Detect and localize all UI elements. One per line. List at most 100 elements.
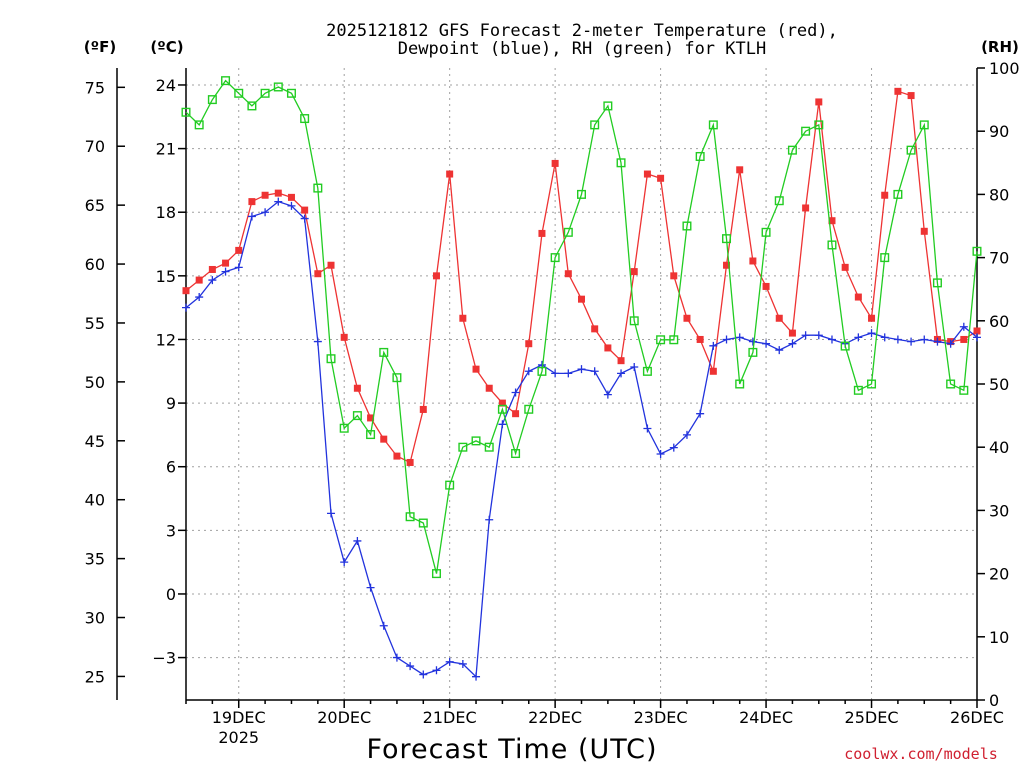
- temperature-point: [248, 198, 256, 206]
- data-series: [181, 76, 982, 681]
- temperature-line: [185, 90, 978, 464]
- rh-point: [695, 151, 705, 161]
- gridlines: [186, 68, 978, 700]
- temperature-point: [670, 272, 678, 280]
- x-tick-label: 21DEC: [423, 708, 477, 727]
- fahrenheit-tick-label: 75: [85, 78, 105, 97]
- temperature-point: [907, 92, 915, 100]
- rh-point: [840, 341, 850, 351]
- fahrenheit-tick-label: 40: [85, 491, 105, 510]
- temperature-point: [367, 414, 375, 422]
- dewpoint-point: [208, 276, 217, 285]
- fahrenheit-tick-label: 60: [85, 255, 105, 274]
- rh-point: [906, 145, 916, 155]
- dewpoint-point: [920, 335, 929, 344]
- dewpoint-point: [221, 267, 230, 276]
- rh-point: [748, 347, 758, 357]
- fahrenheit-unit-label: (ºF): [84, 38, 116, 56]
- rh-point: [867, 379, 877, 389]
- fahrenheit-tick-label: 65: [85, 196, 105, 215]
- dewpoint-point: [498, 420, 507, 429]
- dewpoint-point: [801, 331, 810, 340]
- rh-point: [563, 227, 573, 237]
- rh-point: [300, 114, 310, 124]
- dewpoint-point: [617, 369, 626, 378]
- temperature-point: [485, 384, 493, 392]
- temperature-point: [564, 270, 572, 278]
- dewpoint-point: [682, 430, 691, 439]
- temperature-point: [604, 344, 612, 352]
- rh-point: [787, 145, 797, 155]
- rh-point: [339, 423, 349, 433]
- temperature-point: [419, 405, 427, 413]
- rh-point: [405, 512, 415, 522]
- temperature-point: [551, 159, 559, 167]
- dewpoint-point: [577, 365, 586, 374]
- temperature-point: [512, 410, 520, 418]
- temperature-point: [301, 206, 309, 214]
- rh-point: [366, 430, 376, 440]
- rh-point: [629, 316, 639, 326]
- dewpoint-point: [392, 653, 401, 662]
- dewpoint-point: [445, 657, 454, 666]
- dewpoint-point: [893, 335, 902, 344]
- rh-point: [207, 95, 217, 105]
- dewpoint-point: [590, 367, 599, 376]
- rh-point: [260, 88, 270, 98]
- rh-point: [273, 82, 283, 92]
- dewpoint-point: [748, 337, 757, 346]
- dewpoint-point: [353, 536, 362, 545]
- temperature-point: [591, 325, 599, 333]
- temperature-point: [261, 191, 269, 199]
- x-tick-label: 24DEC: [739, 708, 793, 727]
- rh-point: [932, 278, 942, 288]
- rh-point: [418, 518, 428, 528]
- fahrenheit-tick-label: 35: [85, 550, 105, 569]
- temperature-point: [446, 170, 454, 178]
- dewpoint-point: [669, 443, 678, 452]
- dewpoint-point: [485, 515, 494, 524]
- x-tick-year-label: 2025: [218, 728, 259, 747]
- rh-point: [946, 379, 956, 389]
- dewpoint-point: [234, 263, 243, 272]
- dewpoint-point: [722, 335, 731, 344]
- temperature-point: [749, 257, 757, 265]
- dewpoint-point: [419, 670, 428, 679]
- fahrenheit-tick-label: 70: [85, 137, 105, 156]
- rh-point: [669, 335, 679, 345]
- temperature-point: [182, 287, 190, 295]
- x-tick-label: 26DEC: [950, 708, 1004, 727]
- celsius-unit-label: (ºC): [150, 38, 183, 56]
- rh-point: [603, 101, 613, 111]
- x-tick-label: 23DEC: [634, 708, 688, 727]
- celsius-tick-label: 18: [156, 203, 176, 222]
- rh-point: [221, 76, 231, 86]
- rh-point: [972, 246, 982, 256]
- dewpoint-point: [564, 369, 573, 378]
- dewpoint-point: [313, 337, 322, 346]
- dewpoint-point: [274, 197, 283, 206]
- rh-point: [590, 120, 600, 130]
- temperature-point: [657, 174, 665, 182]
- credit-text: coolwx.com/models: [844, 745, 998, 763]
- temperature-point: [380, 435, 388, 443]
- dewpoint-point: [696, 409, 705, 418]
- rh-line: [185, 79, 978, 574]
- temperature-point: [736, 166, 744, 174]
- celsius-tick-label: −3: [152, 649, 176, 668]
- fahrenheit-tick-label: 45: [85, 432, 105, 451]
- dewpoint-point: [551, 369, 560, 378]
- temperature-point: [235, 246, 243, 254]
- dewpoint-point: [788, 339, 797, 348]
- rh-point: [959, 385, 969, 395]
- rh-point: [497, 404, 507, 414]
- temperature-point: [538, 229, 546, 237]
- temperature-point: [683, 314, 691, 322]
- rh-point: [919, 120, 929, 130]
- temperature-point: [393, 452, 401, 460]
- rh-point: [616, 158, 626, 168]
- rh-point: [537, 366, 547, 376]
- rh-tick-label: 80: [989, 185, 1009, 204]
- series-temperature: [182, 87, 981, 466]
- rh-point: [431, 569, 441, 579]
